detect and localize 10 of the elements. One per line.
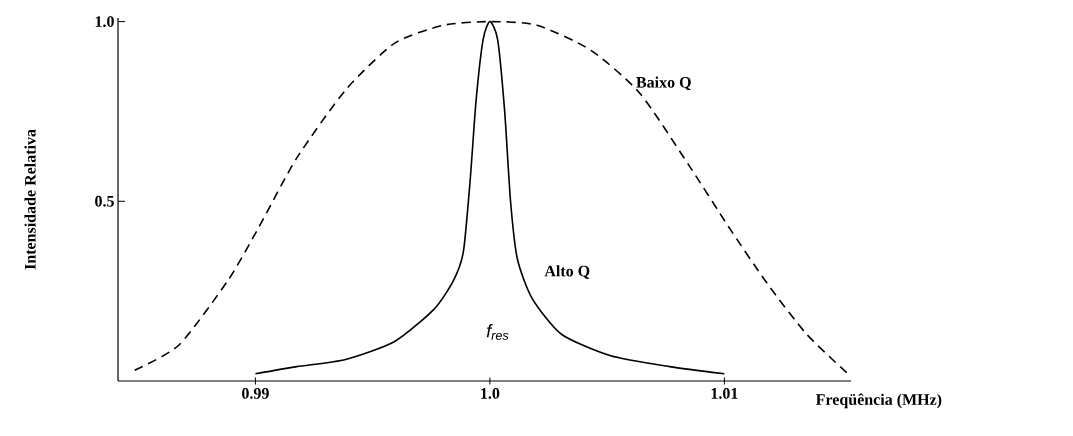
y-axis-title: Intensidade Relativa xyxy=(24,129,36,270)
annotation: f$_{res}$ xyxy=(486,324,509,340)
annotation: Baixo Q xyxy=(636,76,691,91)
annotation: Alto Q xyxy=(544,265,590,279)
x-tick-label: 1.01 xyxy=(711,388,738,399)
x-tick-label: 0.99 xyxy=(242,388,269,399)
y-tick-label: 0.5 xyxy=(95,195,114,207)
line-series xyxy=(133,20,849,375)
x-axis-title: Freqüência (MHz) xyxy=(815,393,942,409)
x-tick-label: 1.0 xyxy=(481,388,500,399)
